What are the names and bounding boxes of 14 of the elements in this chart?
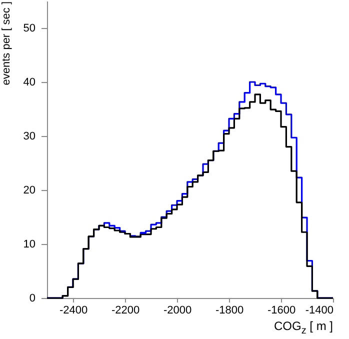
y-tick-label: 10 [23, 238, 36, 250]
x-axis-title: COG$_{z}$ [ m ] [274, 319, 333, 336]
x-tick-label: -1400 [305, 304, 334, 316]
y-axis-title: events per [ sec ] [0, 2, 12, 86]
y-tick-label: 20 [23, 184, 36, 196]
x-tick-label: -2400 [59, 304, 88, 316]
y-tick-label: 30 [23, 130, 36, 142]
x-tick-label: -2200 [111, 304, 140, 316]
x-tick-label: -1600 [267, 304, 296, 316]
y-tick-label: 40 [23, 76, 36, 88]
y-tick-label: 50 [23, 22, 36, 34]
x-tick-label: -1800 [215, 304, 244, 316]
y-tick-label: 0 [29, 292, 36, 304]
x-tick-label: -2000 [163, 304, 192, 316]
